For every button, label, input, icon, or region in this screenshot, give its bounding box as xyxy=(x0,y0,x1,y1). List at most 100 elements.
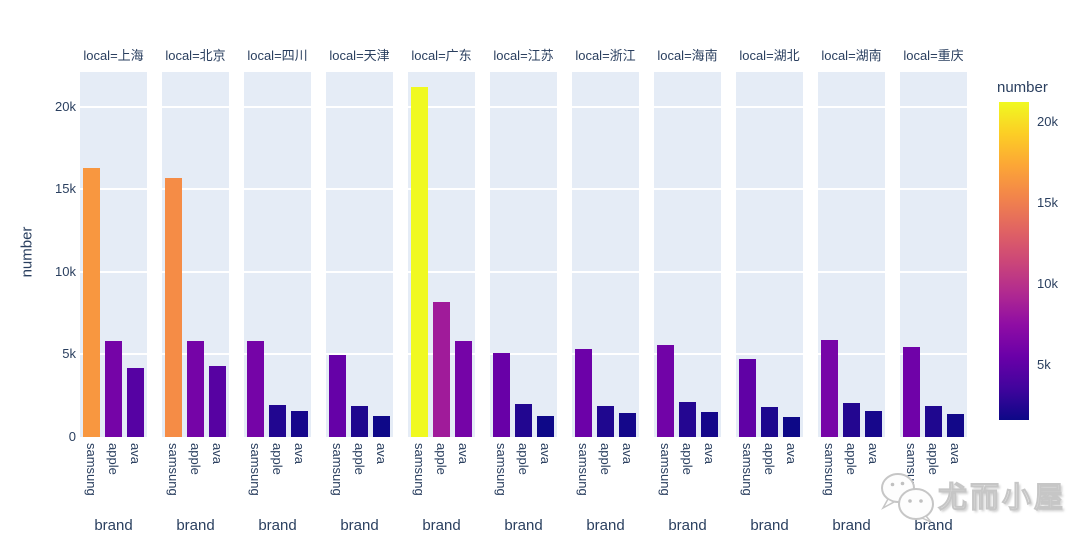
bar-apple xyxy=(925,406,942,437)
x-tick-label: samsung xyxy=(412,443,427,496)
x-axis-title: brand xyxy=(422,517,461,534)
gridline xyxy=(162,105,229,108)
x-tick-label: ava xyxy=(456,443,471,464)
x-tick-label: samsung xyxy=(248,443,263,496)
bar-samsung xyxy=(739,359,756,437)
bar-ava xyxy=(947,414,964,437)
gridline xyxy=(244,105,311,108)
bar-apple xyxy=(351,406,368,437)
bar-samsung xyxy=(329,355,346,437)
gridline xyxy=(654,188,721,191)
x-tick-label: ava xyxy=(292,443,307,464)
gridline xyxy=(654,353,721,356)
colorbar-tick-label: 5k xyxy=(1037,356,1051,372)
gridline xyxy=(900,353,967,356)
gridline xyxy=(408,105,475,108)
gridline xyxy=(736,105,803,108)
bar-samsung xyxy=(657,345,674,437)
x-tick-label: apple xyxy=(598,443,613,475)
y-tick-label: 0 xyxy=(68,429,76,444)
x-axis-title: brand xyxy=(668,517,707,534)
gridline xyxy=(326,270,393,273)
bar-ava xyxy=(865,411,882,437)
bar-apple xyxy=(515,404,532,437)
gridline xyxy=(818,105,885,108)
x-tick-label: ava xyxy=(784,443,799,464)
gridline xyxy=(736,188,803,191)
colorbar-tick-label: 10k xyxy=(1037,275,1058,291)
gridline xyxy=(654,105,721,108)
facet-panel xyxy=(80,72,147,437)
bar-apple xyxy=(187,341,204,437)
bar-samsung xyxy=(83,168,100,437)
bar-samsung xyxy=(165,178,182,437)
x-tick-label: apple xyxy=(516,443,531,475)
facet-panel xyxy=(326,72,393,437)
x-tick-label: apple xyxy=(680,443,695,475)
bar-samsung xyxy=(903,347,920,437)
gridline xyxy=(900,188,967,191)
gridline xyxy=(162,188,229,191)
gridline xyxy=(244,353,311,356)
gridline xyxy=(490,270,557,273)
gridline xyxy=(490,353,557,356)
facet-panel xyxy=(490,72,557,437)
gridline xyxy=(490,188,557,191)
x-tick-label: samsung xyxy=(330,443,345,496)
x-tick-label: samsung xyxy=(740,443,755,496)
bar-ava xyxy=(783,417,800,437)
x-tick-label: apple xyxy=(352,443,367,475)
bar-apple xyxy=(269,405,286,437)
x-tick-label: samsung xyxy=(576,443,591,496)
gridline xyxy=(244,270,311,273)
facet-title: local=上海 xyxy=(83,48,144,63)
bar-apple xyxy=(843,403,860,437)
x-tick-label: apple xyxy=(434,443,449,475)
facet-title: local=浙江 xyxy=(575,48,636,63)
gridline xyxy=(572,188,639,191)
colorbar-title: number xyxy=(997,79,1048,96)
x-tick-label: samsung xyxy=(658,443,673,496)
bar-samsung xyxy=(821,340,838,437)
gridline xyxy=(818,188,885,191)
bar-apple xyxy=(433,302,450,437)
x-tick-label: ava xyxy=(620,443,635,464)
facet-title: local=四川 xyxy=(247,48,308,63)
x-axis-title: brand xyxy=(586,517,625,534)
x-tick-label: ava xyxy=(866,443,881,464)
bar-ava xyxy=(619,413,636,437)
gridline xyxy=(80,105,147,108)
gridline xyxy=(80,188,147,191)
x-tick-label: samsung xyxy=(822,443,837,496)
facet-title: local=北京 xyxy=(165,48,226,63)
x-tick-label: samsung xyxy=(494,443,509,496)
y-tick-label: 5k xyxy=(62,346,76,362)
x-tick-label: samsung xyxy=(84,443,99,496)
bar-apple xyxy=(105,341,122,437)
gridline xyxy=(162,270,229,273)
x-tick-label: apple xyxy=(106,443,121,475)
facet-panel xyxy=(162,72,229,437)
bar-ava xyxy=(537,416,554,437)
facet-panel xyxy=(654,72,721,437)
facet-title: local=重庆 xyxy=(903,48,964,63)
gridline xyxy=(736,270,803,273)
x-axis-title: brand xyxy=(94,517,133,534)
gridline xyxy=(490,105,557,108)
bar-ava xyxy=(701,412,718,437)
bar-samsung xyxy=(247,341,264,437)
watermark-text: 尤而小屋 xyxy=(937,482,1067,515)
gridline xyxy=(326,353,393,356)
x-tick-label: apple xyxy=(270,443,285,475)
gridline xyxy=(572,270,639,273)
bar-apple xyxy=(597,406,614,437)
facet-panel xyxy=(818,72,885,437)
bar-samsung xyxy=(575,349,592,437)
gridline xyxy=(818,270,885,273)
facet-panel xyxy=(408,72,475,437)
colorbar-gradient xyxy=(999,102,1029,420)
gridline xyxy=(818,353,885,356)
x-tick-label: ava xyxy=(538,443,553,464)
x-tick-label: apple xyxy=(762,443,777,475)
bar-ava xyxy=(373,416,390,437)
